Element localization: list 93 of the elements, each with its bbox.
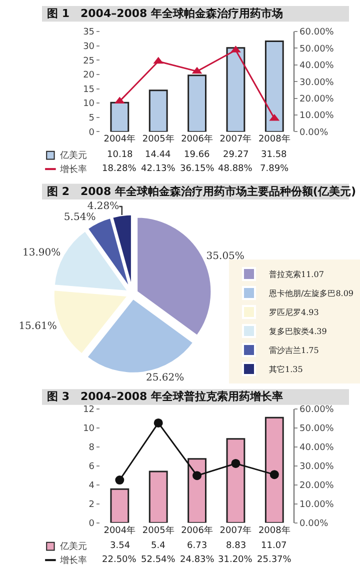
data-label: 11.07 — [261, 541, 287, 551]
legend-label: 增长率 — [59, 555, 87, 566]
x-tick-label: 2007年 — [220, 524, 252, 536]
data-label: 14.44 — [145, 150, 172, 160]
data-label: 19.66 — [184, 150, 210, 160]
x-tick-label: 2007年 — [220, 134, 252, 145]
y-tick-label: 4 — [88, 480, 95, 491]
bar — [264, 416, 284, 523]
y2-tick-label: 0.00% — [300, 128, 329, 138]
data-label: 25.37% — [257, 555, 292, 565]
y-tick-label: 30 — [83, 42, 95, 52]
bar — [148, 470, 168, 523]
x-tick-label: 2005年 — [142, 524, 174, 536]
data-label: 31.20% — [218, 555, 253, 565]
y-tick-label: 12 — [83, 404, 95, 415]
data-label: 35.05% — [206, 251, 244, 262]
y2-tick-label: 40.00% — [300, 442, 334, 453]
data-label: 42.13% — [141, 164, 176, 174]
data-label: 22.50% — [102, 555, 137, 565]
y-tick-label: 10 — [83, 424, 95, 434]
legend-label: 亿美元 — [59, 150, 87, 161]
y-tick-label: 0 — [88, 518, 95, 529]
data-label: 24.83% — [180, 555, 215, 565]
legend-label: 亿美元 — [59, 541, 87, 552]
y-tick-label: 20 — [83, 70, 95, 81]
y2-tick-label: 10.00% — [300, 500, 334, 510]
point — [115, 476, 124, 485]
data-label: 52.54% — [141, 555, 176, 565]
y-tick-label: 5 — [88, 114, 95, 124]
y2-tick-label: 60.00% — [300, 404, 334, 415]
chart-title: 图 1 2004–2008 年全球帕金森治疗用药市场 — [47, 7, 284, 20]
y-tick-label: 8 — [88, 442, 95, 453]
data-label: 5.4 — [151, 541, 166, 551]
y-tick-label: 15 — [83, 84, 95, 95]
y2-tick-label: 0.00% — [300, 518, 329, 529]
y2-tick-label: 30.00% — [300, 462, 334, 472]
data-label: 6.73 — [187, 541, 208, 551]
chart-title: 图 2 2008 年全球帕金森治疗用药市场主要品种份额(亿美元) — [47, 185, 356, 198]
y2-tick-label: 20.00% — [300, 94, 334, 104]
data-label: 31.58 — [261, 150, 288, 160]
data-label: 18.28% — [102, 164, 137, 174]
point — [231, 458, 240, 468]
data-label: 3.54 — [110, 541, 130, 551]
data-label: 7.89% — [260, 164, 290, 174]
bar — [188, 74, 206, 132]
y2-tick-label: 30.00% — [300, 78, 334, 88]
legend-label: 罗匹尼罗4.93 — [269, 308, 319, 318]
legend-label: 增长率 — [59, 164, 87, 175]
y2-tick-label: 10.00% — [300, 111, 334, 122]
y2-tick-label: 50.00% — [300, 424, 334, 434]
y-tick-label: 0 — [88, 128, 95, 138]
y-tick-label: 2 — [88, 500, 95, 510]
x-tick-label: 2004年 — [104, 524, 136, 536]
bar — [110, 488, 130, 523]
bar — [188, 458, 206, 523]
bar — [226, 47, 246, 132]
x-tick-label: 2006年 — [181, 524, 213, 536]
point — [154, 418, 163, 428]
y-tick-label: 10 — [83, 99, 95, 110]
y2-tick-label: 60.00% — [300, 28, 334, 38]
chart-title: 图 3 2004–2008 年全球普拉克索用药增长率 — [47, 390, 284, 403]
data-label: 25.62% — [146, 372, 184, 384]
point — [192, 471, 202, 480]
data-label: 29.27 — [223, 150, 249, 160]
point — [270, 470, 279, 480]
x-tick-label: 2008年 — [258, 524, 290, 536]
data-label: 4.28% — [87, 200, 120, 212]
x-tick-label: 2005年 — [142, 134, 174, 145]
data-label: 48.88% — [218, 164, 253, 174]
bar — [110, 102, 130, 132]
bar — [148, 90, 168, 132]
legend-label: 恩卡他朋/左旋多巴8.09 — [268, 289, 354, 298]
x-tick-label: 2008年 — [258, 134, 290, 145]
data-label: 8.83 — [226, 541, 246, 551]
data-label: 5.54% — [64, 212, 96, 223]
bar — [226, 438, 246, 523]
data-label: 36.15% — [180, 164, 215, 174]
y2-tick-label: 50.00% — [300, 44, 334, 54]
data-label: 13.90% — [22, 248, 61, 259]
y2-tick-label: 40.00% — [300, 61, 334, 72]
y-tick-label: 25 — [83, 56, 95, 66]
y-tick-label: 35 — [83, 28, 95, 38]
data-label: 10.18 — [107, 150, 134, 160]
legend-label: 复多巴胺类4.39 — [269, 327, 327, 336]
y2-tick-label: 20.00% — [300, 480, 334, 491]
x-tick-label: 2006年 — [181, 134, 213, 145]
legend-label: 其它1.35 — [269, 365, 303, 374]
bar — [264, 40, 284, 132]
data-label: 15.61% — [18, 320, 57, 332]
legend-label: 雷沙吉兰1.75 — [269, 346, 319, 356]
x-tick-label: 2004年 — [104, 134, 136, 145]
y-tick-label: 6 — [88, 462, 95, 472]
legend-label: 普拉克索11.07 — [269, 270, 324, 280]
